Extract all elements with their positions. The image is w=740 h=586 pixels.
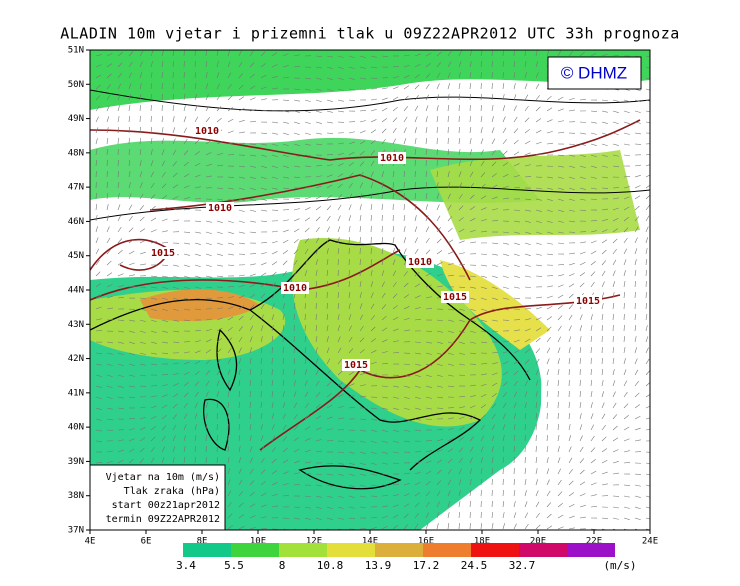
isobar-label: 1010 — [208, 203, 232, 214]
colorbar-swatch — [375, 543, 423, 557]
colorbar-label: 10.8 — [317, 559, 344, 572]
watermark: © DHMZ — [561, 63, 627, 82]
isobar-label: 1015 — [151, 248, 175, 259]
colorbar-swatch — [327, 543, 375, 557]
isobar-label: 1015 — [576, 296, 600, 307]
y-tick-label: 50N — [68, 80, 84, 90]
colorbar-unit: (m/s) — [603, 559, 636, 572]
y-tick-label: 43N — [68, 320, 84, 330]
colorbar-swatch — [183, 543, 231, 557]
isobar-label: 1010 — [283, 283, 307, 294]
colorbar-swatch — [231, 543, 279, 557]
isobar-label: 1015 — [344, 360, 368, 371]
colorbar-swatch — [471, 543, 519, 557]
colorbar-swatch — [567, 543, 615, 557]
y-tick-label: 39N — [68, 457, 84, 467]
y-tick-label: 51N — [68, 46, 84, 56]
info-line: start 00z21apr2012 — [112, 500, 220, 511]
y-tick-label: 45N — [68, 251, 84, 261]
colorbar-label: 3.4 — [176, 559, 196, 572]
y-tick-label: 38N — [68, 491, 84, 501]
x-tick-label: 24E — [642, 537, 658, 547]
y-tick-label: 44N — [68, 286, 84, 296]
info-line: termin 09Z22APR2012 — [106, 514, 220, 525]
info-line: Tlak zraka (hPa) — [124, 486, 220, 497]
y-tick-label: 48N — [68, 148, 84, 158]
y-tick-label: 46N — [68, 217, 84, 227]
info-line: Vjetar na 10m (m/s) — [106, 472, 220, 483]
colorbar-label: 8 — [279, 559, 286, 572]
colorbar-label: 5.5 — [224, 559, 244, 572]
colorbar-swatch — [519, 543, 567, 557]
colorbar-label: 13.9 — [365, 559, 392, 572]
y-tick-label: 42N — [68, 354, 84, 364]
colorbar-swatch — [423, 543, 471, 557]
isobar-label: 1015 — [443, 292, 467, 303]
y-tick-label: 47N — [68, 183, 84, 193]
colorbar-label: 32.7 — [509, 559, 536, 572]
isobar-label: 1010 — [408, 257, 432, 268]
y-tick-label: 49N — [68, 114, 84, 124]
field — [90, 50, 652, 531]
x-tick-label: 6E — [141, 537, 152, 547]
y-tick-label: 40N — [68, 423, 84, 433]
y-tick-label: 41N — [68, 388, 84, 398]
isobar-label: 1010 — [380, 153, 404, 164]
map-title: ALADIN 10m vjetar i prizemni tlak u 09Z2… — [60, 25, 680, 43]
colorbar-label: 24.5 — [461, 559, 488, 572]
colorbar-label: 17.2 — [413, 559, 440, 572]
isobar-label: 1010 — [195, 126, 219, 137]
x-tick-label: 4E — [85, 537, 96, 547]
y-tick-label: 37N — [68, 526, 84, 536]
colorbar-swatch — [279, 543, 327, 557]
